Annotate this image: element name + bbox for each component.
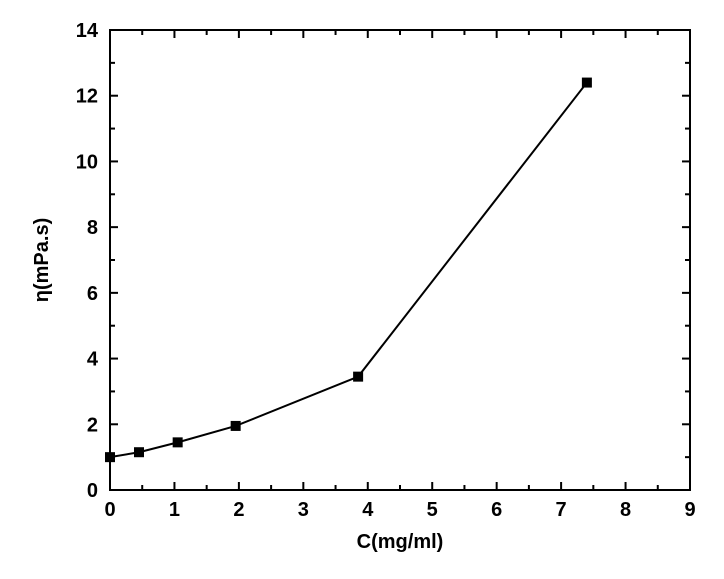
x-axis-label: C(mg/ml) [357, 531, 444, 553]
x-tick-label: 7 [556, 499, 567, 521]
x-tick-label: 0 [104, 499, 115, 521]
x-tick-label: 5 [427, 499, 438, 521]
data-marker [582, 78, 592, 88]
data-marker [231, 421, 241, 431]
y-axis-label: η(mPa.s) [31, 218, 53, 302]
x-tick-label: 1 [169, 499, 180, 521]
x-tick-label: 9 [684, 499, 695, 521]
data-marker [105, 452, 115, 462]
data-marker [173, 437, 183, 447]
y-tick-label: 14 [76, 20, 99, 42]
y-tick-label: 10 [76, 151, 98, 173]
y-tick-label: 2 [87, 414, 98, 436]
viscosity-chart: 012345678902468101214C(mg/ml)η(mPa.s) [0, 0, 724, 579]
x-tick-label: 6 [491, 499, 502, 521]
x-tick-label: 4 [362, 499, 374, 521]
data-marker [353, 372, 363, 382]
x-tick-label: 3 [298, 499, 309, 521]
x-tick-label: 8 [620, 499, 631, 521]
x-tick-label: 2 [233, 499, 244, 521]
y-tick-label: 6 [87, 283, 98, 305]
data-marker [134, 447, 144, 457]
y-tick-label: 4 [87, 349, 99, 371]
y-tick-label: 8 [87, 217, 98, 239]
y-tick-label: 0 [87, 480, 98, 502]
y-tick-label: 12 [76, 86, 98, 108]
chart-svg: 012345678902468101214C(mg/ml)η(mPa.s) [0, 0, 724, 579]
